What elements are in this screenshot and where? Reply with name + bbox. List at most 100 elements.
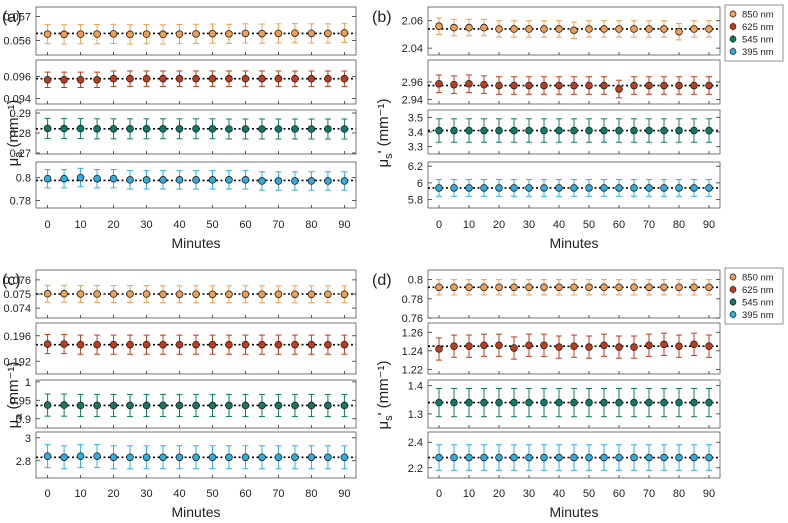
data-point [324,453,332,462]
data-point [192,176,200,184]
y-tick-label: 3.3 [408,142,423,154]
data-point [340,74,349,83]
data-point [450,126,458,135]
y-tick-label: 3 [25,433,31,445]
data-point [675,184,683,192]
data-point [76,30,85,38]
x-tick-label: 50 [583,219,595,231]
x-axis: 0 10 20 30 40 50 60 70 80 90 Minutes [436,488,715,520]
data-point [435,22,443,31]
data-point [60,289,68,298]
data-point [142,30,151,38]
x-tick-label: 0 [45,219,51,231]
x-tick-label: 0 [436,219,442,231]
data-point [600,453,608,462]
data-point [645,283,653,292]
data-point [675,126,683,135]
data-point [324,29,332,38]
data-point [291,453,299,462]
data-point [274,74,283,83]
data-point [142,290,151,298]
data-point [510,344,518,352]
data-point [615,184,623,192]
data-point [208,290,217,299]
data-point [555,25,563,33]
data-point [109,30,118,38]
x-tick-label: 30 [140,219,152,231]
data-point [555,398,563,407]
data-point [43,174,52,183]
data-point [241,125,250,133]
data-point [570,453,578,462]
data-point [645,184,653,192]
data-point [241,453,250,462]
data-point [525,25,533,33]
data-point [600,341,608,350]
data-point [630,453,638,462]
data-point [645,25,653,33]
data-point [465,342,473,350]
y-tick-label: 0.27 [10,148,31,160]
data-point [660,283,668,292]
data-point [192,340,200,349]
data-point [274,340,283,349]
data-point [258,453,266,462]
data-point [274,290,283,299]
data-point [192,74,200,83]
y-tick-label: 0.78 [402,294,423,306]
data-point [585,126,593,135]
y-tick-label: 0.95 [10,395,31,407]
subplot-850-nm: 0.056 0.057 [3,6,357,56]
data-point [675,81,683,90]
data-point [630,283,638,292]
data-point [690,126,698,135]
data-point [142,340,151,349]
y-tick-label: 0.29 [10,108,31,120]
data-point [675,27,683,36]
data-point [450,184,458,192]
data-point [93,340,101,349]
data-point [540,25,548,33]
x-tick-label: 60 [239,488,251,500]
data-point [241,290,250,299]
data-point [291,29,299,37]
data-point [540,453,548,462]
y-tick-label: 2.4 [408,437,423,449]
data-point [109,290,118,298]
data-point [690,398,698,407]
data-point [630,343,638,351]
data-point [192,401,200,410]
data-point [450,23,458,32]
data-point [159,453,167,462]
data-point [495,398,503,407]
data-point [570,26,578,35]
data-point [510,126,518,135]
data-point [540,184,548,192]
data-point [480,398,488,407]
data-point [60,174,68,183]
data-point [109,401,118,410]
data-point [76,76,85,84]
data-point [208,453,217,462]
data-point [540,341,548,350]
data-point [525,283,533,292]
y-tick-label: 6 [417,178,423,190]
data-point [76,340,85,349]
x-tick-label: 40 [553,488,565,500]
x-tick-label: 90 [338,219,350,231]
data-point [324,290,332,299]
data-point [585,81,593,90]
data-point [76,401,85,410]
data-point [93,174,101,183]
subplot-850-nm: 0.074 0.075 0.076 [3,269,357,319]
data-point [465,79,473,88]
data-point [60,124,68,133]
data-point [510,398,518,407]
data-point [555,184,563,192]
data-point [660,81,668,90]
y-tick-label: 1 [25,377,31,389]
x-tick-label: 70 [643,219,655,231]
subplot-545-nm: 0.27 0.28 0.29 [10,108,357,160]
data-point [450,398,458,407]
